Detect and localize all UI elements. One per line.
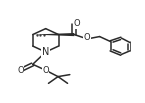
Text: O: O <box>84 33 90 42</box>
Text: O: O <box>17 66 24 75</box>
Polygon shape <box>33 33 74 36</box>
Text: O: O <box>74 19 80 28</box>
Text: O: O <box>42 66 49 75</box>
Text: N: N <box>42 47 49 57</box>
